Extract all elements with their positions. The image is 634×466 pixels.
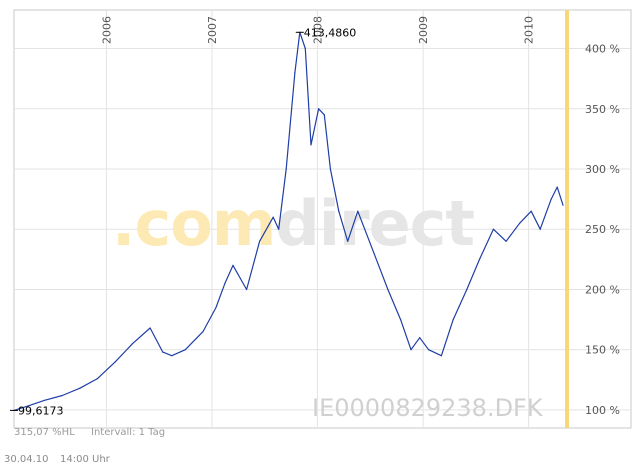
footer-time: 14:00 Uhr: [60, 454, 110, 465]
data-point: [505, 240, 507, 242]
data-point: [162, 351, 164, 353]
data-point: [232, 264, 234, 266]
x-tick-label: 2008: [311, 16, 324, 44]
data-point: [171, 355, 173, 357]
data-point: [272, 216, 274, 218]
y-tick-label: 300 %: [585, 163, 620, 176]
data-point: [131, 343, 134, 345]
y-tick-label: 250 %: [585, 223, 620, 236]
x-tick-label: 2010: [523, 16, 536, 44]
annotations: 413,4860 99,6173: [10, 26, 356, 417]
data-point: [419, 337, 421, 339]
data-point: [285, 168, 287, 170]
x-tick-label: 2007: [206, 16, 219, 44]
footer-interval: Intervall: 1 Tag: [91, 427, 165, 438]
data-point: [149, 327, 151, 329]
data-point: [329, 168, 331, 170]
data-point: [373, 252, 375, 254]
data-point: [215, 306, 217, 309]
data-point: [400, 318, 402, 321]
data-point: [202, 331, 204, 333]
data-point: [184, 349, 186, 351]
y-tick-label: 150 %: [585, 344, 620, 357]
watermark-part2: direct: [275, 187, 474, 260]
data-point: [79, 387, 81, 389]
data-point: [338, 210, 340, 212]
y-tick-label: 200 %: [585, 283, 620, 296]
data-point: [492, 228, 494, 230]
data-point: [556, 186, 558, 188]
data-point: [246, 288, 248, 291]
data-point: [550, 198, 552, 200]
data-point: [428, 349, 430, 351]
x-tick-label: 2006: [100, 16, 113, 44]
data-point: [530, 210, 532, 212]
watermark-part1: .com: [112, 187, 276, 260]
data-point: [478, 258, 481, 260]
data-point: [224, 282, 226, 285]
data-point: [294, 72, 296, 74]
data-point: [519, 222, 521, 224]
x-axis-ticks: 2006 2007 2008 2009 2010: [100, 16, 535, 44]
y-axis-ticks: 100 % 150 % 200 % 250 % 300 % 350 % 400 %: [585, 43, 620, 417]
data-point: [387, 288, 389, 291]
data-point: [278, 228, 280, 230]
data-point: [61, 394, 63, 397]
data-point: [26, 405, 28, 407]
y-tick-label: 400 %: [585, 43, 620, 56]
annotation-label: 413,4860: [304, 26, 357, 39]
grid: [14, 10, 631, 428]
x-tick-label: 2009: [417, 16, 430, 44]
y-tick-label: 100 %: [585, 404, 620, 417]
data-point: [357, 210, 359, 212]
data-point: [323, 114, 325, 116]
data-point: [562, 204, 564, 206]
footer-stat: 315,07 %HL: [14, 427, 75, 438]
data-point: [440, 355, 442, 357]
annotation-label: 99,6173: [18, 404, 64, 417]
data-point: [317, 108, 320, 110]
y-tick-label: 350 %: [585, 103, 620, 116]
data-point: [96, 378, 99, 380]
data-point: [44, 399, 46, 401]
data-point: [347, 240, 349, 242]
data-point: [310, 144, 312, 146]
data-point: [539, 228, 541, 230]
isin-label: IE0000829238.DFK: [312, 394, 544, 422]
footer-date: 30.04.10: [4, 454, 49, 465]
data-point: [114, 361, 117, 363]
data-point: [259, 240, 261, 242]
current-value-highlight: [565, 10, 569, 428]
data-point: [304, 47, 306, 50]
data-point: [452, 318, 454, 321]
watermark: .comdirect: [112, 187, 475, 260]
data-point: [410, 349, 412, 351]
data-point: [466, 288, 468, 291]
